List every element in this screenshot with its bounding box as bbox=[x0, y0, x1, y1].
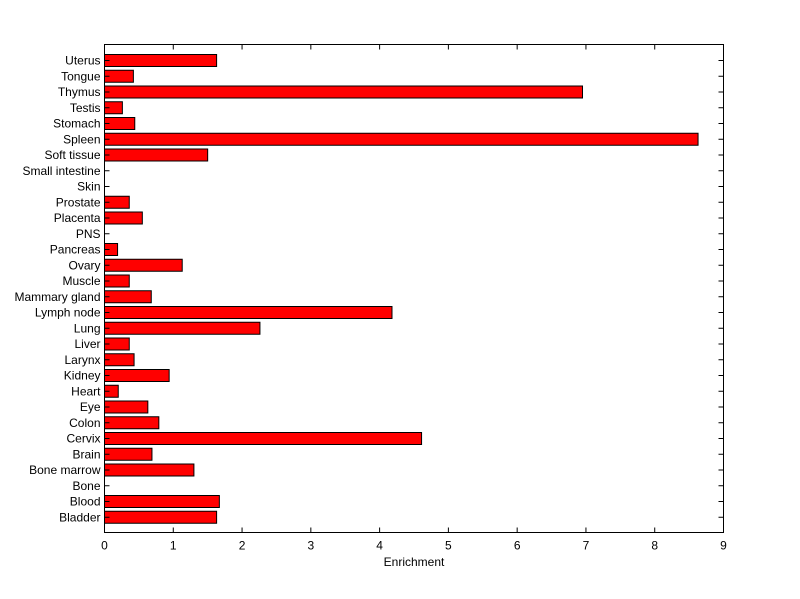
bar-bladder bbox=[104, 510, 218, 524]
bar-bone-marrow bbox=[104, 463, 195, 477]
bar-ovary bbox=[104, 258, 183, 272]
bar-uterus bbox=[104, 54, 218, 67]
y-tick-label-larynx: Larynx bbox=[64, 353, 100, 367]
x-tick-label-4: 4 bbox=[376, 539, 383, 553]
x-tick-labels: 0 1 2 3 4 5 6 7 8 9 bbox=[101, 539, 727, 553]
bar-blood bbox=[104, 495, 220, 508]
x-tick-label-9: 9 bbox=[720, 539, 727, 553]
x-tick-label-3: 3 bbox=[307, 539, 314, 553]
bar-colon bbox=[104, 416, 160, 430]
x-tick-label-2: 2 bbox=[239, 539, 246, 553]
y-tick-label-mammary-gland: Mammary gland bbox=[14, 290, 100, 304]
y-tick-label-testis: Testis bbox=[70, 101, 101, 115]
y-tick-label-ovary: Ovary bbox=[68, 258, 100, 272]
bar-spleen bbox=[104, 132, 699, 146]
y-tick-label-pancreas: Pancreas bbox=[50, 243, 101, 257]
x-tick-label-6: 6 bbox=[514, 539, 521, 553]
x-tick-label-0: 0 bbox=[101, 539, 108, 553]
y-tick-label-lung: Lung bbox=[74, 321, 101, 335]
x-tick-label-1: 1 bbox=[170, 539, 177, 553]
x-tick-label-7: 7 bbox=[583, 539, 590, 553]
y-tick-label-thymus: Thymus bbox=[58, 85, 101, 99]
y-tick-label-liver: Liver bbox=[74, 337, 100, 351]
y-tick-label-tongue: Tongue bbox=[61, 69, 101, 83]
y-tick-label-small-intestine: Small intestine bbox=[22, 164, 100, 178]
y-tick-label-prostate: Prostate bbox=[56, 195, 101, 209]
y-tick-label-bladder: Bladder bbox=[59, 510, 100, 524]
y-tick-label-placenta: Placenta bbox=[54, 211, 101, 225]
bar-soft-tissue bbox=[104, 148, 209, 162]
bar-cervix bbox=[104, 432, 423, 445]
axis-ticks bbox=[104, 44, 724, 533]
bar-placenta bbox=[104, 211, 143, 225]
y-tick-label-bone-marrow: Bone marrow bbox=[29, 463, 101, 477]
y-tick-label-kidney: Kidney bbox=[64, 369, 101, 383]
x-axis-label: Enrichment bbox=[384, 555, 445, 569]
y-tick-label-blood: Blood bbox=[70, 495, 101, 509]
y-tick-label-eye: Eye bbox=[80, 400, 101, 414]
bars bbox=[104, 54, 699, 524]
y-tick-label-brain: Brain bbox=[72, 447, 100, 461]
y-tick-label-bone: Bone bbox=[72, 479, 100, 493]
y-tick-label-uterus: Uterus bbox=[65, 54, 100, 68]
y-tick-label-heart: Heart bbox=[71, 384, 101, 398]
bar-thymus bbox=[104, 85, 584, 99]
plot-area-frame bbox=[104, 44, 724, 533]
y-tick-label-lymph-node: Lymph node bbox=[35, 306, 101, 320]
bar-lymph-node bbox=[104, 306, 393, 319]
bar-eye bbox=[104, 400, 149, 414]
bar-mammary-gland bbox=[104, 290, 152, 304]
y-tick-label-soft-tissue: Soft tissue bbox=[44, 148, 100, 162]
x-tick-label-5: 5 bbox=[445, 539, 452, 553]
y-tick-label-cervix: Cervix bbox=[66, 432, 100, 446]
y-tick-label-spleen: Spleen bbox=[63, 132, 100, 146]
bar-kidney bbox=[104, 369, 170, 382]
y-tick-label-pns: PNS bbox=[76, 227, 101, 241]
bar-lung bbox=[104, 321, 261, 335]
y-tick-label-stomach: Stomach bbox=[53, 117, 100, 131]
bar-brain bbox=[104, 447, 153, 461]
y-tick-label-skin: Skin bbox=[77, 180, 100, 194]
x-tick-label-8: 8 bbox=[651, 539, 658, 553]
y-tick-label-muscle: Muscle bbox=[62, 274, 100, 288]
y-tick-label-colon: Colon bbox=[69, 416, 100, 430]
